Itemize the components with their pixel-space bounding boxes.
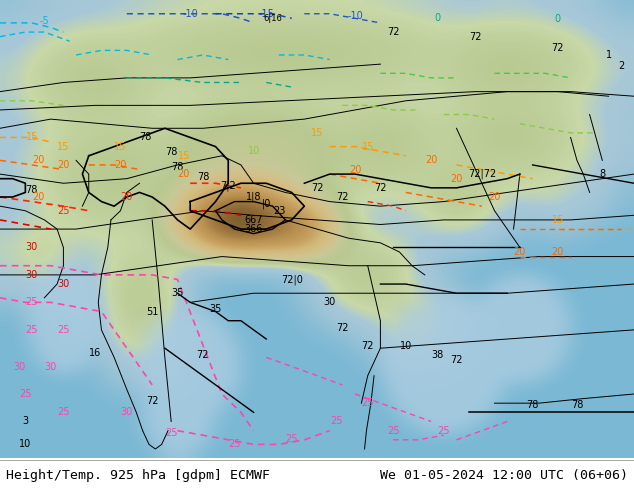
Text: -15: -15 — [258, 9, 275, 19]
Text: 72: 72 — [469, 32, 482, 42]
Text: 30: 30 — [44, 362, 57, 371]
Text: 78: 78 — [25, 185, 38, 195]
Text: 20: 20 — [114, 160, 127, 170]
Text: 51: 51 — [146, 307, 158, 317]
Text: 667: 667 — [244, 215, 263, 225]
Text: 3: 3 — [22, 416, 29, 426]
Text: 78: 78 — [526, 400, 539, 411]
Text: 25: 25 — [228, 440, 241, 449]
Text: 25: 25 — [25, 297, 38, 307]
Text: 23: 23 — [273, 206, 285, 216]
Text: 30: 30 — [120, 407, 133, 417]
Text: 25: 25 — [25, 325, 38, 335]
Text: 25: 25 — [361, 398, 374, 408]
Text: 0: 0 — [434, 13, 441, 24]
Text: -10: -10 — [183, 9, 198, 19]
Text: 72: 72 — [311, 183, 323, 193]
Text: 25: 25 — [165, 428, 178, 438]
Text: 20: 20 — [178, 169, 190, 179]
Text: 15: 15 — [311, 128, 323, 138]
Text: 10: 10 — [399, 341, 412, 351]
Text: 20: 20 — [349, 165, 361, 174]
Text: 25: 25 — [57, 407, 70, 417]
Text: 2: 2 — [618, 61, 624, 72]
Text: 1: 1 — [605, 50, 612, 60]
Text: 20: 20 — [57, 160, 70, 170]
Text: 72: 72 — [361, 341, 374, 351]
Text: 1|8: 1|8 — [246, 192, 261, 202]
Text: 16: 16 — [89, 348, 101, 358]
Text: We 01-05-2024 12:00 UTC (06+06): We 01-05-2024 12:00 UTC (06+06) — [380, 469, 628, 482]
Text: 25: 25 — [57, 325, 70, 335]
Text: 25: 25 — [19, 389, 32, 399]
Text: 7|2: 7|2 — [221, 180, 236, 191]
Text: 15: 15 — [114, 142, 127, 151]
Text: 38: 38 — [431, 350, 444, 360]
Text: 72|72: 72|72 — [468, 169, 496, 179]
Text: 8: 8 — [599, 169, 605, 179]
Text: 30: 30 — [13, 362, 25, 371]
Text: 78: 78 — [571, 400, 583, 411]
Text: 20: 20 — [552, 247, 564, 257]
Text: 72: 72 — [197, 350, 209, 360]
Text: 30: 30 — [25, 270, 38, 280]
Text: 10: 10 — [19, 440, 32, 449]
Text: 20: 20 — [32, 155, 44, 165]
Text: 30: 30 — [323, 297, 336, 307]
Text: 35: 35 — [171, 288, 184, 298]
Text: 72|0: 72|0 — [281, 274, 302, 285]
Text: 72: 72 — [387, 27, 399, 37]
Text: 15: 15 — [552, 215, 564, 225]
Text: 20: 20 — [425, 155, 437, 165]
Text: 78: 78 — [171, 162, 184, 172]
Text: 20: 20 — [488, 192, 501, 202]
Text: 20: 20 — [32, 192, 44, 202]
Text: 25: 25 — [285, 434, 298, 444]
Text: 72: 72 — [336, 192, 349, 202]
Text: 35: 35 — [209, 304, 222, 314]
Text: 78: 78 — [139, 132, 152, 143]
Text: 30: 30 — [25, 243, 38, 252]
Text: 25: 25 — [57, 206, 70, 216]
Text: 72: 72 — [450, 355, 463, 365]
Text: 6|16: 6|16 — [263, 14, 282, 23]
Text: |0: |0 — [262, 198, 271, 209]
Text: 78: 78 — [165, 147, 178, 157]
Text: 72: 72 — [552, 43, 564, 53]
Text: 15: 15 — [361, 142, 374, 151]
Text: -5: -5 — [39, 16, 49, 25]
Text: 10: 10 — [247, 146, 260, 156]
Text: 366: 366 — [245, 224, 262, 234]
Text: 15: 15 — [57, 142, 70, 151]
Text: 72: 72 — [374, 183, 387, 193]
Text: 72: 72 — [146, 396, 158, 406]
Text: 15: 15 — [25, 132, 38, 143]
Text: -10: -10 — [347, 11, 363, 21]
Text: 15: 15 — [178, 151, 190, 161]
Text: 20: 20 — [120, 192, 133, 202]
Text: 72: 72 — [336, 322, 349, 333]
Text: Height/Temp. 925 hPa [gdpm] ECMWF: Height/Temp. 925 hPa [gdpm] ECMWF — [6, 469, 270, 482]
Text: 25: 25 — [330, 416, 342, 426]
Text: 25: 25 — [437, 426, 450, 436]
Text: 20: 20 — [450, 173, 463, 184]
Text: 30: 30 — [57, 279, 70, 289]
Text: 0: 0 — [555, 14, 561, 24]
Text: 78: 78 — [197, 172, 209, 182]
Text: 20: 20 — [514, 247, 526, 257]
Text: 25: 25 — [387, 426, 399, 436]
